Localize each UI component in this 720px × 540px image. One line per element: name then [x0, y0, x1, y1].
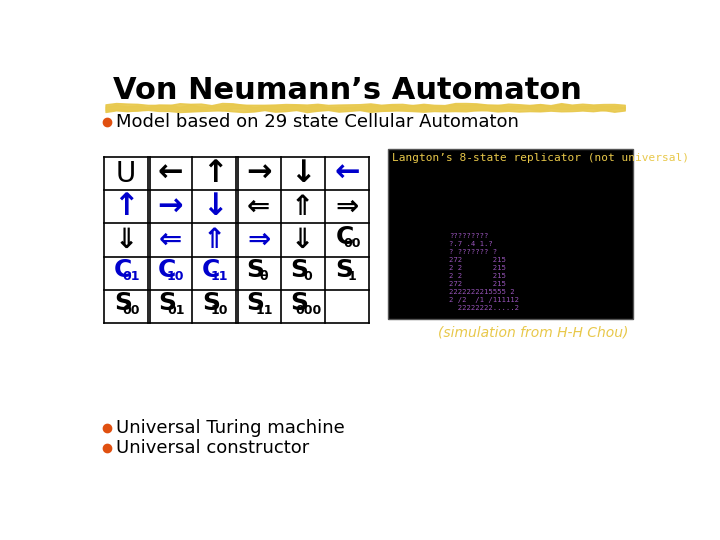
Text: ?.7 .4 1.?: ?.7 .4 1.? — [449, 241, 492, 247]
Text: ↑: ↑ — [202, 159, 227, 188]
Text: Langton’s 8-state replicator (not universal): Langton’s 8-state replicator (not univer… — [392, 153, 689, 163]
Text: ⇐: ⇐ — [158, 226, 182, 254]
Text: ⇑: ⇑ — [291, 193, 315, 221]
Text: ↓: ↓ — [290, 159, 315, 188]
Text: ↑: ↑ — [113, 192, 139, 221]
Text: Universal Turing machine: Universal Turing machine — [117, 419, 345, 437]
Text: S: S — [335, 258, 353, 282]
Text: ?????????: ????????? — [449, 233, 488, 239]
Text: 272       215: 272 215 — [449, 281, 505, 287]
Text: ↓: ↓ — [202, 192, 227, 221]
Text: 01: 01 — [167, 303, 184, 316]
Text: ⇒: ⇒ — [336, 193, 359, 221]
Text: S: S — [158, 291, 176, 315]
Text: C: C — [114, 258, 132, 282]
Bar — [388, 150, 632, 319]
Text: ⇓: ⇓ — [114, 226, 138, 254]
Text: 2222222215555 2: 2222222215555 2 — [449, 289, 515, 295]
Text: 22222222.....2: 22222222.....2 — [449, 306, 519, 312]
Text: 1: 1 — [348, 271, 356, 284]
Text: U: U — [116, 160, 136, 188]
Text: C: C — [202, 258, 220, 282]
Text: (simulation from H-H Chou): (simulation from H-H Chou) — [438, 325, 629, 339]
Text: ? ??????? ?: ? ??????? ? — [449, 249, 497, 255]
Text: 0: 0 — [304, 271, 312, 284]
Text: S: S — [202, 291, 220, 315]
Text: 11: 11 — [211, 271, 228, 284]
Text: S: S — [291, 291, 309, 315]
Text: S: S — [246, 291, 264, 315]
Text: S: S — [246, 258, 264, 282]
Text: 2 2       215: 2 2 215 — [449, 265, 505, 271]
Text: 000: 000 — [295, 303, 321, 316]
Text: θ: θ — [260, 271, 269, 284]
Text: S: S — [291, 258, 309, 282]
Text: C: C — [336, 225, 354, 249]
Text: ⇓: ⇓ — [291, 226, 315, 254]
Text: 11: 11 — [255, 303, 273, 316]
Text: 10: 10 — [167, 271, 184, 284]
Text: 272       215: 272 215 — [449, 257, 505, 263]
Text: 2 2       215: 2 2 215 — [449, 273, 505, 279]
Text: S: S — [114, 291, 132, 315]
Text: ⇑: ⇑ — [203, 226, 226, 254]
Text: ⇒: ⇒ — [247, 226, 270, 254]
Text: →: → — [158, 192, 183, 221]
Text: ←: ← — [158, 159, 183, 188]
Text: 00: 00 — [343, 237, 361, 251]
Text: 10: 10 — [211, 303, 228, 316]
Text: ⇐: ⇐ — [247, 193, 270, 221]
Text: Universal constructor: Universal constructor — [117, 439, 310, 457]
Text: 00: 00 — [122, 303, 140, 316]
Text: 01: 01 — [122, 271, 140, 284]
Text: C: C — [158, 258, 176, 282]
Text: →: → — [246, 159, 271, 188]
Text: Von Neumann’s Automaton: Von Neumann’s Automaton — [113, 76, 582, 105]
Text: ←: ← — [334, 159, 360, 188]
Text: Model based on 29 state Cellular Automaton: Model based on 29 state Cellular Automat… — [117, 113, 519, 131]
Text: 2 /2  /1 /111112: 2 /2 /1 /111112 — [449, 298, 519, 303]
